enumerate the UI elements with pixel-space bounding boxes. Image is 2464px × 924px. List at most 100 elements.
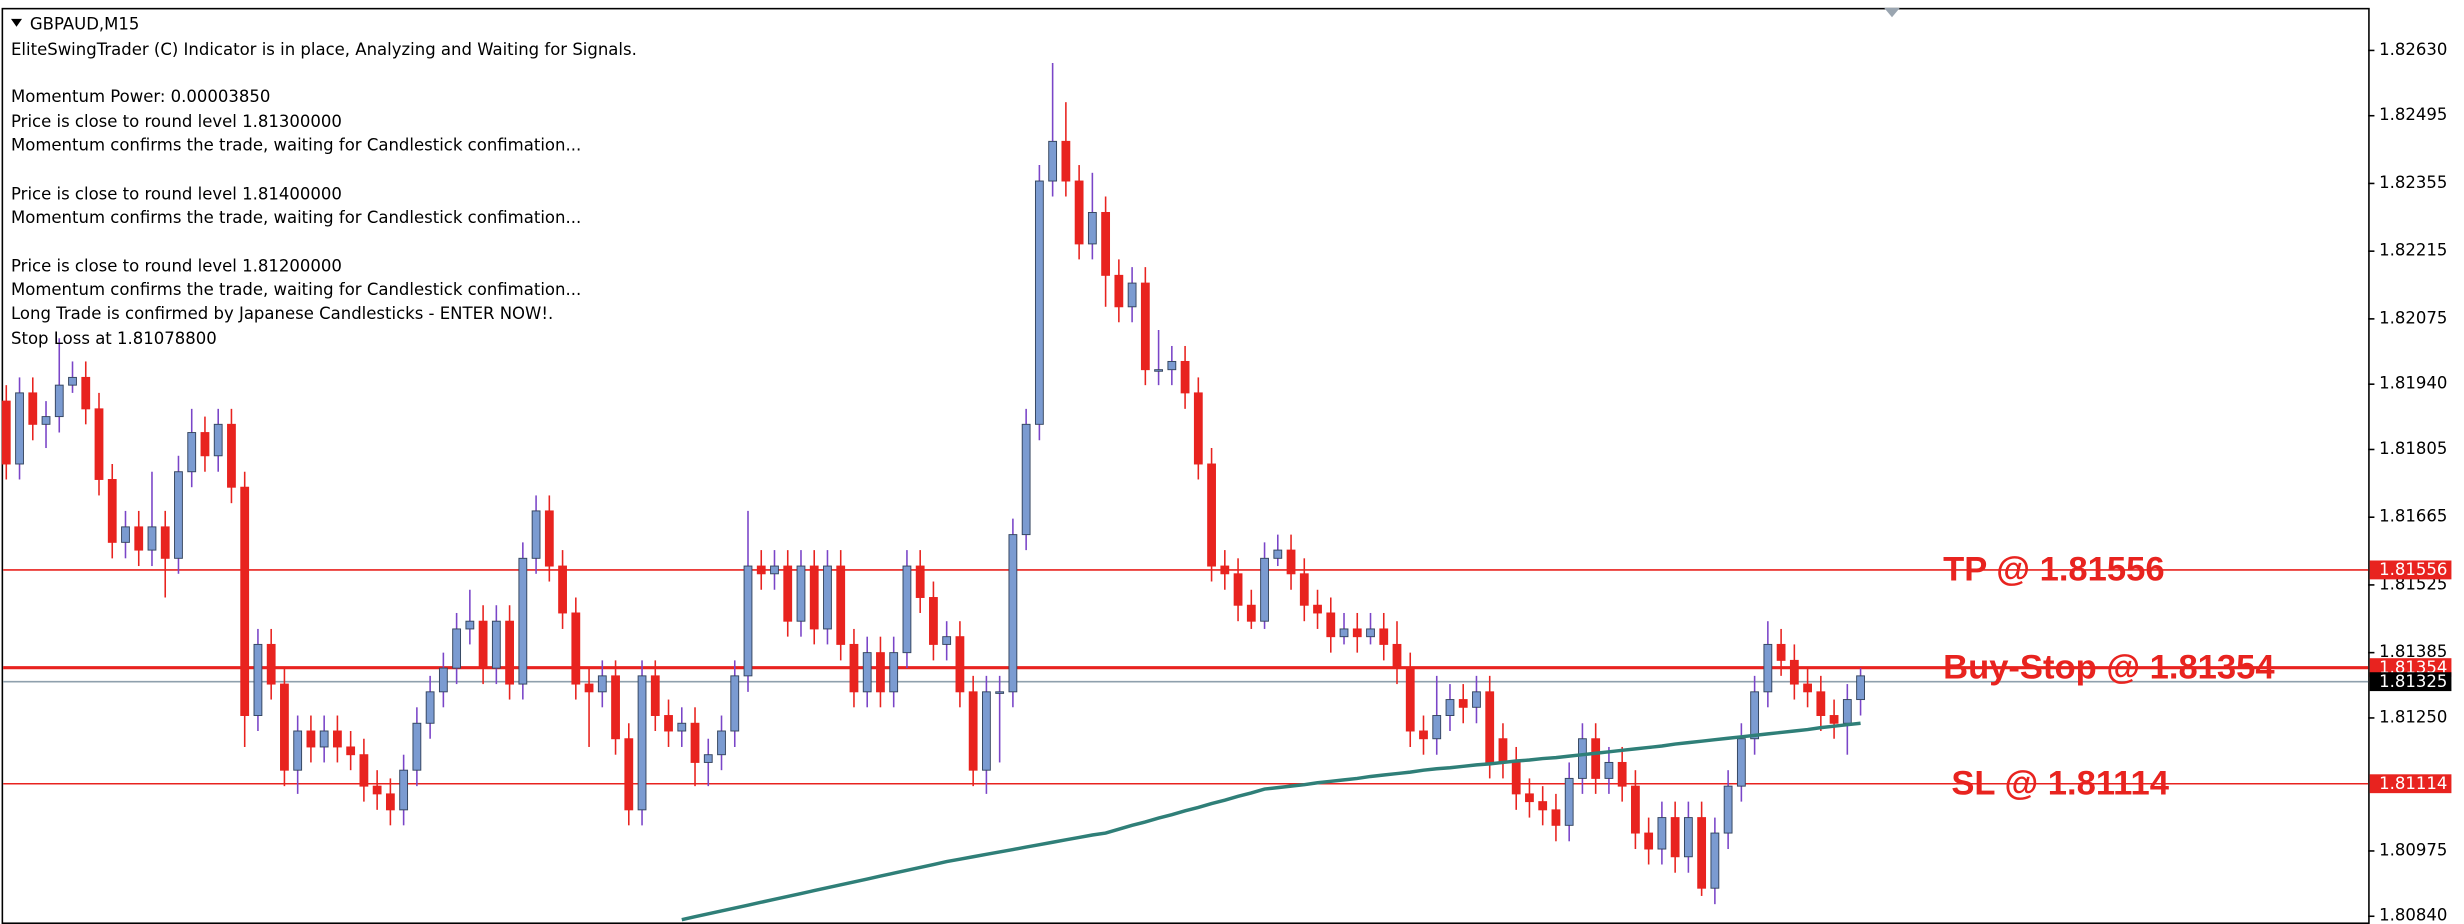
chart-title: GBPAUD,M15 [30, 15, 140, 34]
candle-body-up [902, 565, 912, 654]
candle-body-down [1061, 140, 1071, 182]
candle-body-down [1631, 785, 1640, 834]
candle-body-down [333, 730, 342, 748]
candle-body-up [637, 675, 647, 811]
level-label: SL @ 1.81114 [1951, 764, 2169, 802]
candle-body-down [968, 691, 978, 771]
info-line: EliteSwingTrader (C) Indicator is in pla… [11, 40, 637, 59]
candle-body-up [1154, 369, 1163, 372]
symbol-menu-arrow[interactable] [11, 18, 22, 27]
candle-body-down [1511, 761, 1521, 795]
info-line: Momentum confirms the trade, waiting for… [11, 136, 581, 155]
candle-body-down [359, 754, 369, 787]
candle-body-up [597, 675, 607, 693]
candle-body-up [770, 565, 779, 575]
labels-layer: EliteSwingTrader (C) Indicator is in pla… [11, 40, 2452, 924]
candle-body-up [293, 730, 303, 771]
candle-body-down [624, 738, 634, 811]
candle-body-down [372, 785, 382, 795]
candle-body-up [730, 675, 740, 732]
candle-body-down [28, 392, 38, 425]
candle-body-down [1697, 817, 1707, 889]
price-axis-tag [2369, 774, 2452, 794]
candle-body-down [240, 486, 250, 716]
candle-body-down [1392, 643, 1402, 669]
candle-body-down [1670, 817, 1680, 858]
levels-layer [3, 569, 2369, 785]
candle-body-down [266, 643, 276, 685]
level-label: Buy-Stop @ 1.81354 [1943, 648, 2275, 686]
candle-body-down [1352, 628, 1362, 638]
candle-body-down [1776, 643, 1786, 661]
candle-body-down [1816, 691, 1826, 716]
info-line: Price is close to round level 1.81300000 [11, 112, 342, 131]
candle-body-up [68, 376, 77, 386]
candle-body-down [306, 730, 316, 748]
candle-body-up [1021, 423, 1031, 536]
y-tick-label: 1.82215 [2379, 241, 2447, 260]
candle-body-down [876, 652, 885, 693]
candle-body-up [1127, 282, 1137, 308]
candle-body-down [1803, 683, 1812, 693]
y-tick-label: 1.81665 [2379, 507, 2447, 526]
y-tick-label: 1.80840 [2379, 906, 2447, 924]
candle-body-down [1326, 612, 1336, 638]
candle-body-up [1604, 761, 1614, 779]
info-line: Momentum confirms the trade, waiting for… [11, 280, 581, 299]
candle-body-down [558, 565, 567, 614]
candles-layer [1, 62, 1865, 922]
candle-body-up [1564, 777, 1574, 826]
candle-body-down [81, 376, 91, 410]
candle-body-down [611, 675, 620, 740]
candle-body-down [280, 683, 289, 771]
candle-body-up [982, 691, 991, 771]
candle-body-up [253, 643, 263, 716]
candle-body-down [929, 597, 938, 645]
candle-body-up [1723, 785, 1733, 834]
y-tick-label: 1.81385 [2379, 642, 2447, 661]
candle-body-up [147, 526, 157, 551]
candle-body-up [1842, 699, 1852, 724]
candle-body-down [783, 565, 793, 622]
candle-body-down [849, 643, 859, 693]
candle-body-down [134, 526, 144, 551]
candle-body-down [1419, 730, 1428, 740]
candle-body-down [200, 432, 210, 457]
candle-body-up [1710, 832, 1720, 889]
y-tick-label: 1.81940 [2379, 374, 2447, 393]
candle-body-down [1, 400, 11, 465]
candle-body-down [1246, 604, 1256, 622]
candle-body-down [955, 636, 965, 693]
candle-body-up [121, 526, 130, 543]
candle-body-up [319, 730, 329, 748]
candle-body-up [518, 557, 528, 685]
price-axis-tag [2369, 672, 2452, 692]
candle-body-down [1101, 211, 1111, 276]
candle-body-down [664, 715, 673, 732]
price-axis-tag-label: 1.81114 [2379, 774, 2447, 793]
candle-body-up [412, 722, 422, 771]
candle-body-down [1180, 360, 1190, 394]
candle-body-up [1445, 699, 1455, 716]
candle-body-down [544, 510, 554, 567]
info-line: Price is close to round level 1.81400000 [11, 184, 342, 203]
candle-body-down [1193, 392, 1203, 465]
candle-body-up [1856, 675, 1865, 701]
candle-body-down [1617, 761, 1627, 787]
price-axis-tag [2369, 560, 2452, 580]
candle-body-down [385, 793, 395, 811]
candle-body-down [1551, 809, 1561, 826]
info-line: Price is close to round level 1.81200000 [11, 257, 342, 276]
candle-body-down [584, 683, 594, 693]
price-axis-tag-label: 1.81556 [2379, 560, 2447, 579]
candle-body-down [756, 565, 766, 575]
candle-body-up [862, 652, 872, 693]
plot-frame [1, 7, 2370, 924]
y-tick-label: 1.80975 [2379, 840, 2447, 859]
candle-body-up [1260, 557, 1269, 622]
candle-body-up [1472, 691, 1481, 708]
candle-body-down [107, 479, 117, 543]
candle-body-up [465, 620, 475, 630]
